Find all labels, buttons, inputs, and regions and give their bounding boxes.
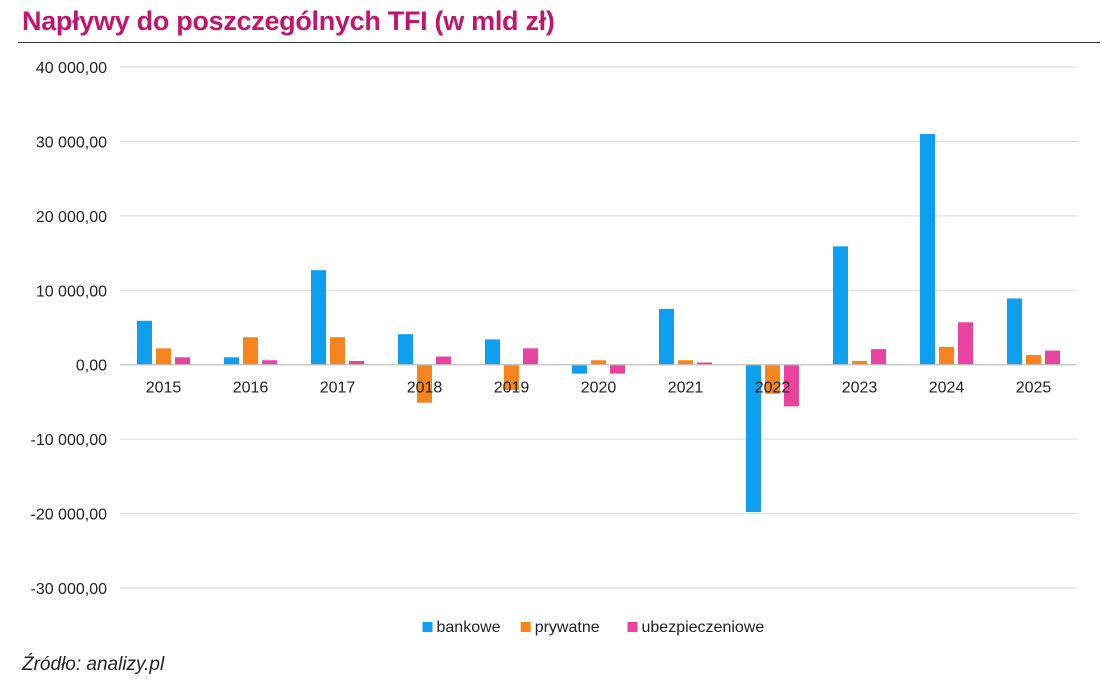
bar-ubezpieczeniowe-2019 — [523, 348, 538, 365]
bar-bankowe-2019 — [485, 339, 500, 365]
x-tick-label: 2017 — [320, 380, 356, 397]
x-tick-label: 2020 — [581, 380, 617, 397]
legend-swatch-prywatne — [520, 622, 531, 632]
bar-ubezpieczeniowe-2021 — [697, 362, 712, 365]
bar-prywatne-2024 — [939, 346, 954, 365]
x-tick-label: 2024 — [929, 380, 965, 397]
bar-prywatne-2023 — [852, 360, 867, 365]
bar-prywatne-2022 — [765, 364, 780, 394]
bar-ubezpieczeniowe-2018 — [436, 356, 451, 365]
bar-chart: -30 000,00 -20 000,00 -10 000,00 0,00 10 000… — [30, 60, 1077, 636]
legend-swatch-ubezpieczeniowe — [627, 622, 638, 632]
x-tick-label: 2015 — [146, 380, 182, 397]
y-tick-label: 0,00 — [76, 358, 107, 375]
bar-ubezpieczeniowe-2022 — [784, 364, 799, 407]
bar-bankowe-2021 — [659, 308, 674, 365]
y-tick-label: 30 000,00 — [36, 134, 107, 151]
x-tick-label: 2016 — [233, 380, 269, 397]
legend: bankowe prywatne ubezpieczeniowe — [422, 619, 765, 636]
bar-bankowe-2022 — [746, 364, 761, 513]
chart-title: Napływy do poszczególnych TFI (w mld zł) — [22, 6, 555, 36]
y-tick-label: 20 000,00 — [36, 209, 107, 226]
bar-ubezpieczeniowe-2016 — [262, 360, 277, 365]
source-note: Źródło: analizy.pl — [22, 654, 165, 675]
bar-ubezpieczeniowe-2020 — [610, 364, 625, 374]
x-tick-label: 2023 — [842, 380, 878, 397]
bar-prywatne-2020 — [591, 360, 606, 365]
bar-bankowe-2015 — [137, 320, 152, 365]
bar-prywatne-2017 — [330, 337, 345, 365]
bar-prywatne-2016 — [243, 337, 258, 365]
y-tick-label: -10 000,00 — [30, 432, 107, 449]
y-axis-labels: -30 000,00 -20 000,00 -10 000,00 0,00 10 000… — [30, 60, 107, 598]
x-axis-labels: 2015 2016 2017 2018 2019 2020 2021 2022 2023 2024… — [146, 380, 1052, 397]
bar-ubezpieczeniowe-2024 — [958, 322, 973, 365]
y-tick-label: -20 000,00 — [30, 507, 107, 524]
bar-ubezpieczeniowe-2023 — [871, 349, 886, 365]
legend-swatch-bankowe — [422, 622, 433, 632]
grid-lines — [120, 66, 1077, 589]
title-divider — [18, 42, 1100, 43]
bar-bankowe-2023 — [833, 246, 848, 365]
bar-ubezpieczeniowe-2025 — [1045, 350, 1060, 365]
y-tick-label: -30 000,00 — [30, 581, 107, 598]
x-tick-label: 2022 — [755, 380, 791, 397]
legend-label-ubezpieczeniowe: ubezpieczeniowe — [642, 619, 765, 636]
x-tick-label: 2025 — [1016, 380, 1052, 397]
bar-ubezpieczeniowe-2017 — [349, 360, 364, 365]
bar-bankowe-2017 — [311, 270, 326, 365]
x-tick-label: 2021 — [668, 380, 704, 397]
bar-prywatne-2015 — [156, 348, 171, 365]
bar-prywatne-2018 — [417, 364, 432, 403]
bar-ubezpieczeniowe-2015 — [175, 357, 190, 365]
bar-bankowe-2018 — [398, 334, 413, 365]
y-tick-label: 10 000,00 — [36, 283, 107, 300]
bar-prywatne-2025 — [1026, 355, 1041, 365]
legend-label-bankowe: bankowe — [437, 619, 501, 636]
bar-prywatne-2019 — [504, 364, 519, 391]
bar-bankowe-2024 — [920, 133, 935, 365]
bar-bankowe-2020 — [572, 364, 587, 374]
bar-bankowe-2025 — [1007, 298, 1022, 365]
x-tick-label: 2018 — [407, 380, 443, 397]
bar-prywatne-2021 — [678, 360, 693, 365]
legend-label-prywatne: prywatne — [535, 619, 600, 636]
x-tick-label: 2019 — [494, 380, 530, 397]
bar-bankowe-2016 — [224, 357, 239, 365]
bars — [137, 133, 1060, 513]
y-tick-label: 40 000,00 — [36, 60, 107, 77]
